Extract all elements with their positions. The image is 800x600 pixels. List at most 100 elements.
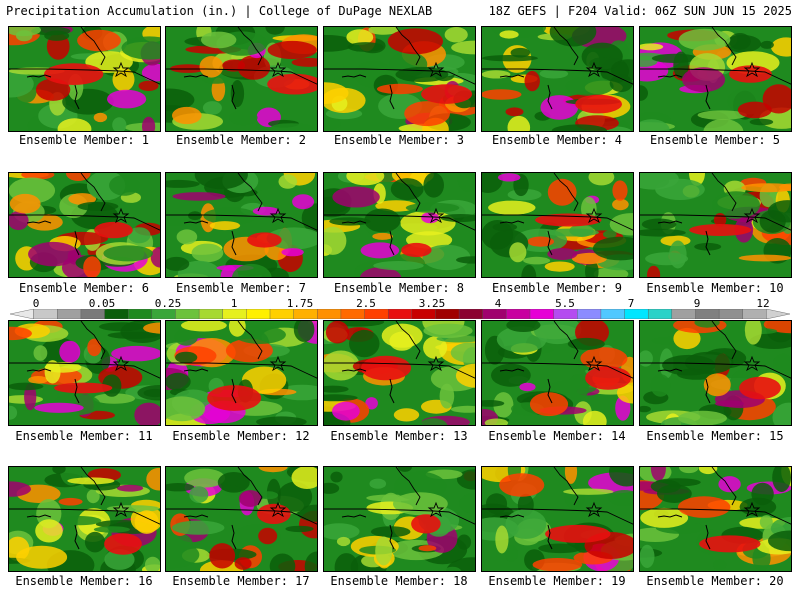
precip-map bbox=[166, 467, 317, 571]
member-caption: Ensemble Member: 1 bbox=[18, 133, 150, 147]
boundary-line bbox=[9, 214, 160, 231]
page-title: Precipitation Accumulation (in.) | Colle… bbox=[6, 4, 433, 18]
location-star-icon bbox=[743, 207, 761, 224]
member-caption: Ensemble Member: 5 bbox=[649, 133, 781, 147]
colorbar-swatch bbox=[718, 309, 744, 319]
member-caption: Ensemble Member: 2 bbox=[175, 133, 307, 147]
precip-map bbox=[482, 173, 633, 277]
boundary-line bbox=[9, 508, 160, 525]
member-caption: Ensemble Member: 6 bbox=[18, 281, 150, 295]
precip-map bbox=[482, 27, 633, 131]
member-map-panel bbox=[481, 172, 634, 278]
colorbar-swatch bbox=[766, 309, 790, 319]
colorbar-swatch bbox=[671, 309, 696, 319]
member-caption: Ensemble Member: 8 bbox=[333, 281, 465, 295]
colorbar-swatch bbox=[529, 309, 555, 319]
boundary-line bbox=[482, 68, 633, 85]
member-caption: Ensemble Member: 18 bbox=[330, 574, 468, 588]
colorbar-swatch bbox=[411, 309, 436, 319]
location-star-icon bbox=[585, 207, 603, 224]
member-caption: Ensemble Member: 19 bbox=[488, 574, 626, 588]
location-star-icon bbox=[269, 355, 287, 372]
boundary-line bbox=[166, 362, 317, 379]
location-star-icon bbox=[743, 501, 761, 518]
coastline bbox=[237, 173, 263, 212]
coastline bbox=[711, 173, 737, 212]
location-star-icon bbox=[427, 61, 445, 78]
member-map-panel bbox=[639, 320, 792, 426]
precip-map bbox=[640, 27, 791, 131]
coastline bbox=[553, 27, 579, 66]
coastline bbox=[395, 321, 421, 360]
colorbar-tick-label: 5.5 bbox=[555, 297, 575, 310]
run-valid-time: 18Z GEFS | F204 Valid: 06Z SUN JUN 15 20… bbox=[488, 4, 792, 18]
coastline bbox=[237, 27, 263, 66]
coastline bbox=[80, 173, 106, 212]
precip-map bbox=[640, 467, 791, 571]
member-caption: Ensemble Member: 4 bbox=[491, 133, 623, 147]
precip-map bbox=[166, 173, 317, 277]
member-map-panel bbox=[8, 466, 161, 572]
member-caption: Ensemble Member: 12 bbox=[172, 429, 310, 443]
member-caption: Ensemble Member: 3 bbox=[333, 133, 465, 147]
member-map-panel bbox=[481, 320, 634, 426]
member-caption: Ensemble Member: 16 bbox=[15, 574, 153, 588]
colorbar-tick-label: 4 bbox=[494, 297, 502, 310]
member-map-panel bbox=[8, 172, 161, 278]
precip-map bbox=[166, 321, 317, 425]
member-map-panel bbox=[8, 320, 161, 426]
location-star-icon bbox=[112, 501, 130, 518]
colorbar-swatch bbox=[175, 309, 200, 319]
precip-colorbar bbox=[10, 309, 790, 319]
boundary-line bbox=[166, 508, 317, 525]
member-caption: Ensemble Member: 9 bbox=[491, 281, 623, 295]
member-map-panel bbox=[165, 26, 318, 132]
boundary-line bbox=[9, 68, 160, 85]
colorbar-swatch bbox=[198, 309, 224, 319]
location-star-icon bbox=[269, 207, 287, 224]
member-map-panel bbox=[165, 172, 318, 278]
member-caption: Ensemble Member: 14 bbox=[488, 429, 626, 443]
member-map-panel bbox=[481, 466, 634, 572]
coastline bbox=[395, 467, 421, 506]
colorbar-tick-label: 0.05 bbox=[88, 297, 116, 310]
location-star-icon bbox=[269, 61, 287, 78]
colorbar-swatch bbox=[340, 309, 366, 319]
colorbar-swatch bbox=[553, 309, 578, 319]
colorbar-tick-label: 1 bbox=[230, 297, 238, 310]
location-star-icon bbox=[112, 355, 130, 372]
precip-map bbox=[324, 321, 475, 425]
colorbar-swatch bbox=[506, 309, 531, 319]
boundary-line bbox=[324, 362, 475, 379]
colorbar-swatch bbox=[293, 309, 318, 319]
colorbar-tick-label: 2.5 bbox=[356, 297, 376, 310]
colorbar-swatch bbox=[624, 309, 649, 319]
colorbar-swatch bbox=[482, 309, 507, 319]
precip-map bbox=[482, 321, 633, 425]
member-map-panel bbox=[165, 466, 318, 572]
precip-map bbox=[9, 173, 160, 277]
precip-map bbox=[640, 173, 791, 277]
location-star-icon bbox=[585, 61, 603, 78]
colorbar-swatch bbox=[57, 309, 82, 319]
location-star-icon bbox=[269, 501, 287, 518]
colorbar-tick-label: 3.25 bbox=[418, 297, 446, 310]
colorbar-swatch bbox=[151, 309, 176, 319]
colorbar-swatch bbox=[10, 309, 34, 319]
precip-map bbox=[9, 27, 160, 131]
colorbar-swatch bbox=[600, 309, 626, 319]
coastline bbox=[711, 321, 737, 360]
boundary-line bbox=[482, 508, 633, 525]
boundary-line bbox=[482, 214, 633, 231]
member-map-panel bbox=[323, 320, 476, 426]
precip-map bbox=[324, 173, 475, 277]
colorbar-tick-label: 7 bbox=[627, 297, 635, 310]
location-star-icon bbox=[585, 355, 603, 372]
precip-map bbox=[9, 467, 160, 571]
colorbar-swatch bbox=[742, 309, 767, 319]
member-caption: Ensemble Member: 10 bbox=[646, 281, 784, 295]
boundary-line bbox=[324, 68, 475, 85]
colorbar-tick-label: 1.75 bbox=[286, 297, 314, 310]
boundary-line bbox=[324, 508, 475, 525]
member-map-panel bbox=[323, 172, 476, 278]
